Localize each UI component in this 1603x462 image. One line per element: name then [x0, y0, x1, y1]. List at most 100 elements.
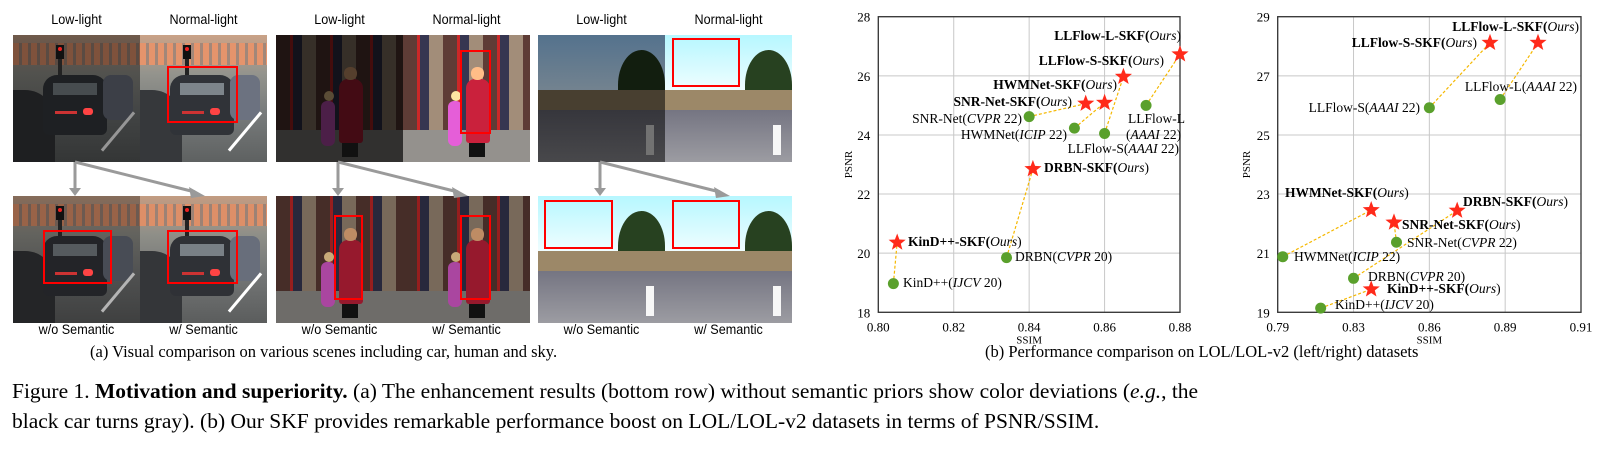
baseline-point-marker: [1001, 252, 1013, 264]
plot-frame: [877, 16, 1181, 313]
lol-v2-chart: 0.79 0.83 0.86 0.89 0.91 19 21 23 25 27 29 SSIM PSNR…: [1241, 10, 1593, 345]
column-label: Low-light: [314, 11, 365, 27]
point-label: LLFlow-L(AAAI 22): [1465, 79, 1577, 94]
enhancement-arrows: [594, 160, 730, 198]
caption-prefix: Figure 1.: [12, 379, 96, 403]
point-label: KinD++-SKF(Ours): [908, 234, 1022, 249]
baseline-point-marker: [1023, 111, 1035, 123]
sky-scene-image: [665, 196, 792, 323]
highlight-box: [672, 38, 740, 87]
improvement-connector: [1353, 210, 1458, 279]
figure-caption: Figure 1. Motivation and superiority. (a…: [12, 376, 1198, 436]
point-label: LLFlow-S(AAAI 22): [1309, 100, 1420, 115]
caption-text: (a) The enhancement results (bottom row)…: [347, 379, 1131, 403]
plot-frame: [1277, 16, 1582, 313]
ours-star-marker: [1529, 33, 1547, 50]
x-tick-label: 0.83: [1342, 319, 1365, 334]
highlight-box: [460, 50, 491, 134]
ours-star-marker: [1362, 201, 1380, 218]
column-label: Normal-light: [694, 11, 763, 27]
x-axis-label: SSIM: [1417, 334, 1443, 345]
column-label: w/o Semantic: [301, 321, 378, 337]
ours-star-marker: [888, 233, 906, 250]
improvement-connector: [1074, 102, 1105, 129]
y-tick-label: 29: [1257, 10, 1270, 25]
highlight-box: [167, 230, 238, 284]
x-tick-label: 0.86: [1093, 319, 1116, 334]
y-tick-label: 21: [1257, 246, 1270, 261]
panel-a-caption: (a) Visual comparison on various scenes …: [90, 342, 558, 361]
point-label: SNR-Net-SKF(Ours): [1402, 217, 1521, 232]
car-scene-image: [140, 196, 267, 323]
sky-scene-image: [538, 196, 665, 323]
highlight-box: [167, 66, 238, 123]
baseline-point-marker: [1277, 251, 1289, 263]
highlight-box: [672, 200, 740, 249]
human-scene-image: [276, 196, 403, 323]
column-label: w/o Semantic: [38, 321, 115, 337]
y-tick-label: 22: [857, 187, 870, 202]
y-axis-label: PSNR: [843, 150, 855, 178]
y-tick-label: 26: [857, 69, 871, 84]
column-label: w/ Semantic: [169, 321, 238, 337]
baseline-point-marker: [1494, 93, 1506, 105]
y-tick-label: 24: [857, 128, 871, 143]
car-scene-image: [13, 196, 140, 323]
point-label: LLFlow-L-SKF(Ours): [1054, 28, 1181, 43]
human-scene-image: [276, 35, 403, 162]
caption-bold: Motivation and superiority.: [95, 379, 348, 403]
x-tick-label: 0.80: [867, 319, 890, 334]
column-label: w/ Semantic: [694, 321, 763, 337]
point-label: SNR-Net-SKF(Ours): [953, 94, 1072, 109]
point-label: HWMNet-SKF(Ours): [1285, 185, 1409, 200]
x-tick-label: 0.82: [942, 319, 965, 334]
x-tick-label: 0.91: [1570, 319, 1593, 334]
improvement-connector: [1145, 53, 1181, 106]
point-label: LLFlow-L: [1128, 111, 1185, 126]
column-label: w/ Semantic: [432, 321, 501, 337]
y-axis-label: PSNR: [1241, 150, 1253, 178]
ours-star-marker: [1114, 67, 1132, 84]
point-label: LLFlow-S(AAAI 22): [1068, 141, 1179, 156]
point-label: KinD++(IJCV 20): [903, 275, 1002, 290]
point-label: DRBN(CVPR 20): [1368, 269, 1465, 284]
y-tick-label: 28: [857, 10, 870, 25]
point-label: LLFlow-S-SKF(Ours): [1039, 53, 1164, 68]
baseline-point-marker: [1099, 127, 1111, 139]
point-label: DRBN(CVPR 20): [1015, 249, 1112, 264]
sky-scene-image: [665, 35, 792, 162]
point-label: DRBN-SKF(Ours): [1463, 194, 1568, 209]
caption-text: black car turns gray). (b) Our SKF provi…: [12, 409, 1100, 433]
point-label: (AAAI 22): [1126, 127, 1181, 142]
ours-star-marker: [1171, 45, 1189, 62]
baseline-point-marker: [1423, 102, 1435, 114]
improvement-connector: [1282, 209, 1372, 258]
improvement-connector: [1499, 42, 1539, 100]
baseline-point-marker: [1140, 99, 1152, 111]
y-tick-label: 25: [1257, 128, 1270, 143]
y-tick-label: 27: [1257, 69, 1271, 84]
human-scene-image: [403, 196, 530, 323]
ours-star-marker: [1448, 201, 1466, 218]
improvement-connector: [1428, 42, 1491, 109]
ours-star-marker: [1024, 159, 1042, 177]
ours-star-marker: [1096, 93, 1114, 110]
y-tick-label: 23: [1257, 187, 1270, 202]
panel-b-caption: (b) Performance comparison on LOL/LOL-v2…: [985, 342, 1419, 361]
baseline-point-marker: [1315, 302, 1327, 314]
ours-star-marker: [1385, 213, 1403, 230]
y-tick-label: 19: [1257, 305, 1270, 320]
x-axis-label: SSIM: [1016, 334, 1042, 345]
enhancement-arrows: [69, 160, 205, 198]
x-tick-label: 0.88: [1169, 319, 1192, 334]
x-tick-label: 0.89: [1494, 319, 1517, 334]
point-label: LLFlow-S-SKF(Ours): [1352, 35, 1477, 50]
human-scene-image: [403, 35, 530, 162]
baseline-point-marker: [1068, 122, 1080, 134]
lol-chart: 0.80 0.82 0.84 0.86 0.88 18 20 22 24 26 28 SSIM PSNR…: [843, 10, 1192, 345]
point-label: SNR-Net(CVPR 22): [1407, 235, 1517, 250]
highlight-box: [43, 230, 112, 284]
ours-star-marker: [1481, 33, 1499, 50]
highlight-box: [334, 215, 363, 300]
x-tick-label: 0.86: [1418, 319, 1441, 334]
